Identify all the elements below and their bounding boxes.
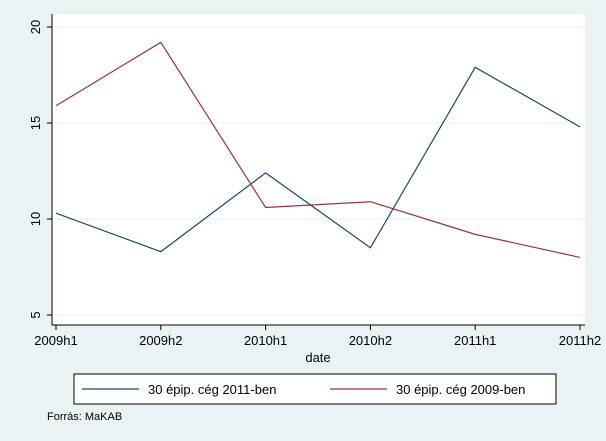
axes xyxy=(51,14,585,326)
x-tick-label: 2009h1 xyxy=(34,333,77,348)
x-tick-label: 2010h2 xyxy=(349,333,392,348)
x-tick-label: 2009h2 xyxy=(139,333,182,348)
legend-label-series-1: 30 épip. cég 2011-ben xyxy=(148,382,276,397)
series-line-2 xyxy=(55,41,581,258)
legend-label-series-2: 30 épip. cég 2009-ben xyxy=(396,382,525,397)
plot-area xyxy=(52,14,585,325)
legend-box xyxy=(73,373,557,405)
y-tick-label: 5 xyxy=(28,311,43,318)
y-tick-label: 20 xyxy=(28,20,43,34)
series-line-1 xyxy=(55,66,581,253)
gridlines xyxy=(52,26,585,316)
y-tick-label: 15 xyxy=(28,116,43,130)
x-tick-label: 2011h1 xyxy=(454,333,496,348)
y-ticks: 5 10 15 20 xyxy=(28,20,52,319)
x-axis-title: date xyxy=(305,350,330,365)
x-tick-label: 2010h1 xyxy=(244,333,287,348)
series-lines xyxy=(55,41,581,258)
y-tick-label: 10 xyxy=(28,212,43,226)
x-ticks: 2009h1 2009h2 2010h1 2010h2 2011h1 2011h2 xyxy=(34,325,601,348)
source-note: Forrás: MaKAB xyxy=(47,411,122,423)
x-tick-label: 2011h2 xyxy=(559,333,601,348)
legend: 30 épip. cég 2011-ben 30 épip. cég 2009-… xyxy=(73,373,557,405)
